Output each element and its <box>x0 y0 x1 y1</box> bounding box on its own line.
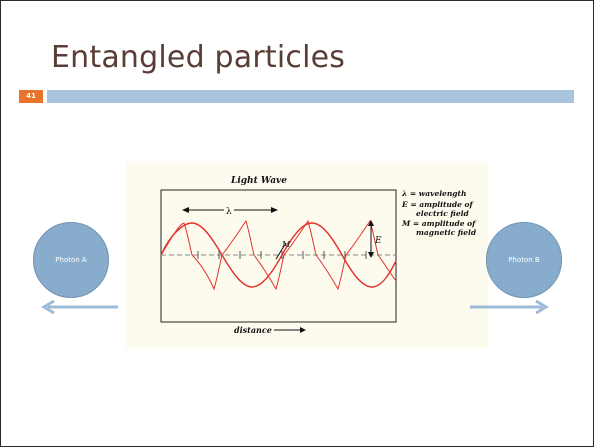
magnetic-marker: M <box>281 240 291 249</box>
title-accent-bar <box>47 90 574 103</box>
photon-b: Photon B <box>486 222 562 298</box>
legend-magnetic-1: M = amplitude of <box>401 219 477 228</box>
legend-electric-1: E = amplitude of <box>401 200 475 209</box>
slide-number: 41 <box>19 90 43 103</box>
x-axis-label: distance <box>234 325 272 335</box>
right-arrow-icon <box>470 300 549 314</box>
legend-electric-2: electric field <box>416 209 469 218</box>
wavelength-marker: λ <box>226 207 232 217</box>
photon-a: Photon A <box>33 222 109 298</box>
wave-frame <box>160 189 397 323</box>
slide-frame-top <box>0 0 594 1</box>
light-wave-diagram: Light Wave λ E M <box>160 176 477 335</box>
wavelength-arrow-left <box>182 207 189 213</box>
electric-wave <box>160 222 397 288</box>
legend-magnetic-2: magnetic field <box>416 228 477 237</box>
wave-legend: λ = wavelength E = amplitude of electric… <box>401 189 477 237</box>
photon-b-label: Photon B <box>508 256 540 264</box>
wavelength-arrow-right <box>271 207 278 213</box>
magnetic-wave <box>160 219 397 291</box>
slide-frame-left <box>0 0 1 446</box>
legend-wavelength: λ = wavelength <box>401 189 466 198</box>
wave-title: Light Wave <box>230 176 287 186</box>
amplitude-marker: E <box>374 236 382 246</box>
slide-title: Entangled particles <box>51 40 346 75</box>
left-arrow-icon <box>41 300 118 314</box>
light-wave-figure: Light Wave λ E M <box>126 163 488 348</box>
photon-a-label: Photon A <box>55 256 87 264</box>
